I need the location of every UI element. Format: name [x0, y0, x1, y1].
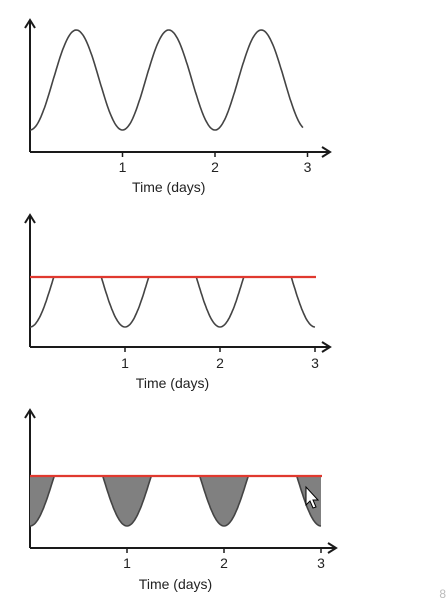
chart-panel-2: 1 2 3 Time (days) — [24, 213, 332, 391]
series-segment-4 — [290, 276, 316, 328]
x-tick-label: 2 — [216, 355, 224, 371]
series-segment-3 — [199, 475, 250, 527]
series-segment-2 — [102, 475, 153, 527]
x-axis-arrow — [327, 542, 338, 554]
series-segment-3 — [195, 276, 245, 328]
y-axis-arrow — [24, 18, 36, 29]
x-axis-arrow — [321, 146, 332, 158]
x-axis-title: Time (days) — [139, 576, 212, 592]
series-segment-1 — [29, 276, 55, 328]
x-axis-arrow — [321, 341, 332, 353]
x-tick-label: 1 — [119, 159, 127, 175]
x-tick-label: 3 — [317, 555, 325, 571]
shaded-area-1 — [30, 476, 55, 526]
page-number: 8 — [439, 587, 446, 601]
y-axis-arrow — [24, 213, 36, 224]
series-segment-2 — [100, 276, 150, 328]
chart-panel-3: 1 2 3 Time (days) — [24, 408, 338, 592]
series-segment-1 — [29, 475, 56, 527]
arrow-cursor-icon — [305, 485, 320, 509]
x-axis-title: Time (days) — [136, 375, 209, 391]
x-tick-label: 3 — [304, 159, 312, 175]
x-tick-label: 1 — [123, 555, 131, 571]
x-tick-label: 3 — [311, 355, 319, 371]
shaded-area-2 — [102, 476, 152, 526]
x-tick-label: 2 — [220, 555, 228, 571]
x-tick-label: 2 — [211, 159, 219, 175]
y-axis-arrow — [24, 408, 36, 419]
series-segment-4 — [296, 475, 322, 527]
chart-panel-1: 1 2 3 Time (days) — [24, 18, 332, 195]
x-tick-label: 1 — [121, 355, 129, 371]
series-line — [29, 29, 304, 131]
x-axis-title: Time (days) — [132, 179, 205, 195]
shaded-area-3 — [199, 476, 249, 526]
